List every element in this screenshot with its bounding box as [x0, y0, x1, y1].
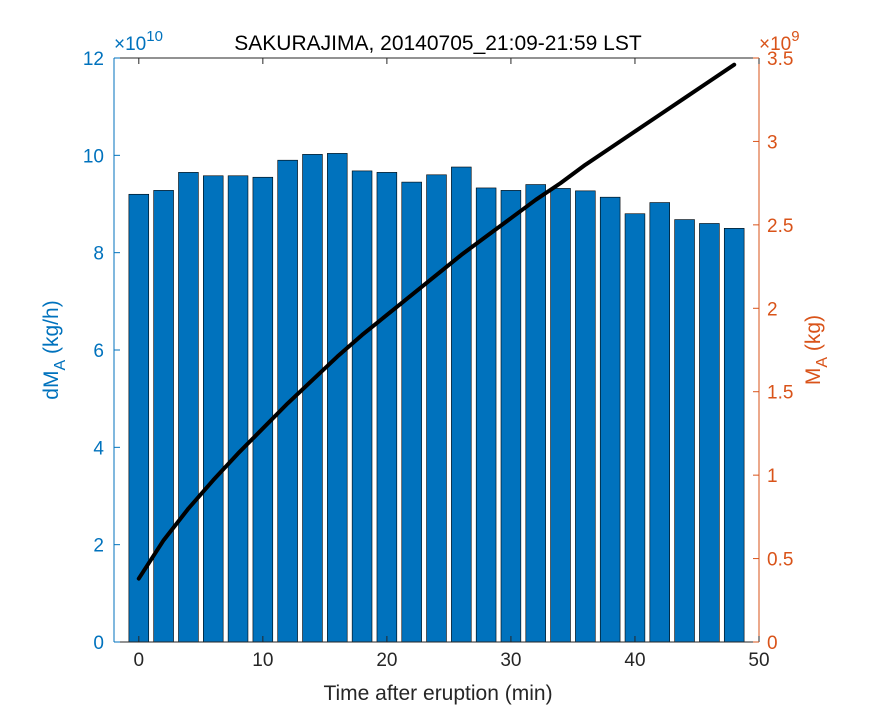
bar	[426, 174, 447, 643]
y-right-multiplier-base: ×10	[759, 34, 791, 55]
y-right-multiplier-exp: 9	[791, 28, 799, 45]
line-series	[136, 62, 737, 581]
y-left-tick-label: 4	[93, 438, 104, 459]
bar	[599, 196, 621, 643]
y-left-tick-label: 12	[83, 49, 104, 70]
x-tick-label: 20	[376, 650, 397, 671]
bar	[723, 228, 745, 643]
bar	[178, 172, 199, 643]
x-axis-label: Time after eruption (min)	[323, 682, 552, 705]
bar	[575, 190, 596, 643]
y-right-multiplier: ×109	[759, 28, 800, 55]
bar	[550, 188, 571, 643]
axes	[113, 57, 760, 643]
bar	[674, 219, 695, 643]
y-left-multiplier-base: ×10	[114, 34, 146, 55]
y-left-tick-label: 6	[93, 341, 104, 362]
bar	[128, 193, 150, 643]
y-left-tick-label: 8	[93, 244, 104, 265]
bar	[451, 166, 472, 643]
y-axis-right-label: MA (kg)	[802, 315, 831, 385]
bar	[475, 187, 497, 643]
y-right-tick-label: 2.5	[767, 216, 793, 237]
y-left-tick-label: 0	[93, 633, 104, 654]
y-right-tick-label: 3	[767, 132, 778, 153]
x-tick-label: 10	[252, 650, 273, 671]
bar-series	[128, 153, 745, 643]
bar	[227, 175, 249, 643]
y-left-label-sub: A	[52, 360, 69, 371]
bar	[327, 153, 348, 643]
x-tick-label: 30	[500, 650, 521, 671]
cumulative-mass-line	[136, 62, 737, 581]
y-right-label-sub: A	[814, 357, 831, 368]
bar	[203, 175, 224, 643]
bar	[302, 154, 323, 643]
y-right-tick-label: 1	[767, 466, 778, 487]
x-tick-label: 40	[624, 650, 645, 671]
bar	[624, 213, 646, 643]
bar	[376, 172, 398, 643]
y-right-tick-label: 0	[767, 633, 778, 654]
chart-title: SAKURAJIMA, 20140705_21:09-21:59 LST	[234, 32, 642, 55]
y-right-label-main: M	[802, 368, 825, 386]
y-left-tick-label: 2	[93, 536, 104, 557]
x-tick-label: 50	[748, 650, 769, 671]
y-left-multiplier-exp: 10	[146, 28, 163, 45]
bar	[649, 202, 670, 643]
y-right-label-unit: (kg)	[802, 315, 825, 357]
bar	[525, 184, 546, 643]
y-right-tick-label: 3.5	[767, 49, 793, 70]
bar	[153, 190, 174, 643]
y-left-tick-label: 10	[83, 146, 104, 167]
bar	[699, 223, 720, 643]
y-right-tick-label: 0.5	[767, 550, 793, 571]
bar	[401, 181, 422, 643]
x-tick-label: 0	[134, 650, 145, 671]
y-right-tick-label: 1.5	[767, 383, 793, 404]
bar	[500, 190, 522, 643]
bar	[252, 176, 274, 643]
y-left-label-unit: (kg/h)	[40, 300, 63, 360]
y-right-tick-label: 2	[767, 299, 778, 320]
y-left-multiplier: ×1010	[114, 28, 163, 55]
y-left-label-main: dM	[40, 371, 63, 400]
bar	[351, 170, 373, 643]
y-axis-left-label: dMA (kg/h)	[40, 300, 69, 399]
